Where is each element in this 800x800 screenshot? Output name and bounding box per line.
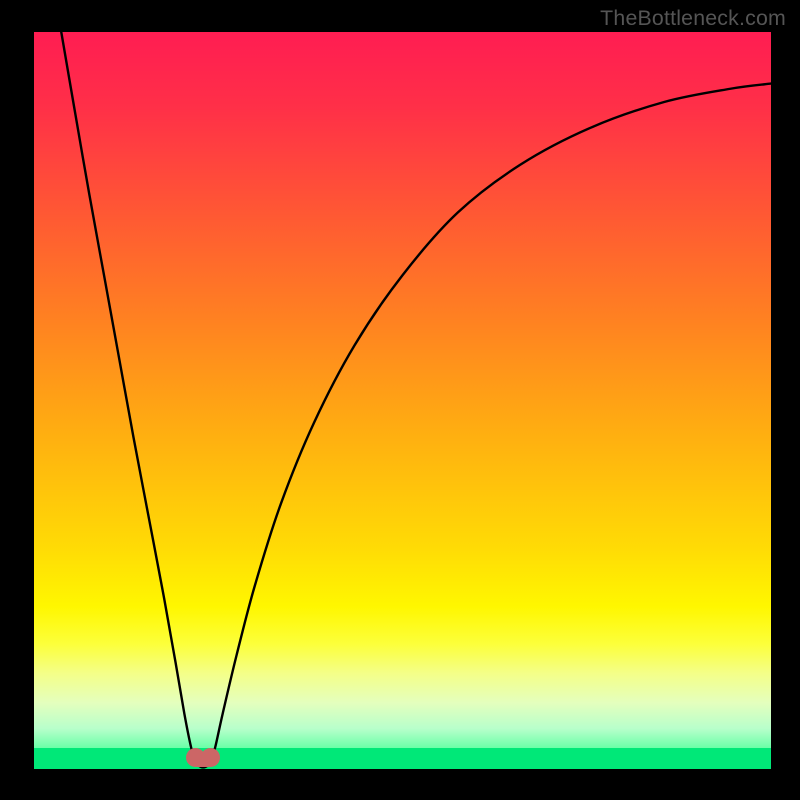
curve-minimum-marker-1 bbox=[201, 748, 220, 767]
watermark-text: TheBottleneck.com bbox=[600, 6, 786, 31]
canvas: TheBottleneck.com bbox=[0, 0, 800, 800]
curve-minimum-markers bbox=[34, 32, 771, 769]
plot-area bbox=[34, 32, 771, 769]
